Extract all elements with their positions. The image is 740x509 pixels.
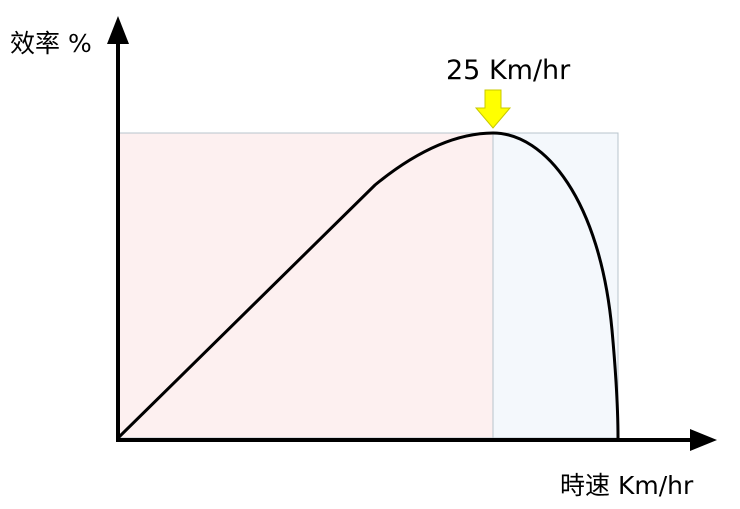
x-axis-arrowhead [690, 429, 717, 451]
peak-arrow-icon [474, 89, 512, 129]
region-below-peak [117, 132, 494, 439]
y-axis-arrowhead [107, 16, 129, 44]
x-axis-label: 時速 Km/hr [560, 471, 694, 500]
peak-label: 25 Km/hr [446, 55, 571, 86]
efficiency-curve [116, 131, 620, 440]
region-above-peak [492, 132, 619, 439]
y-axis-label: 效率 % [10, 29, 92, 58]
